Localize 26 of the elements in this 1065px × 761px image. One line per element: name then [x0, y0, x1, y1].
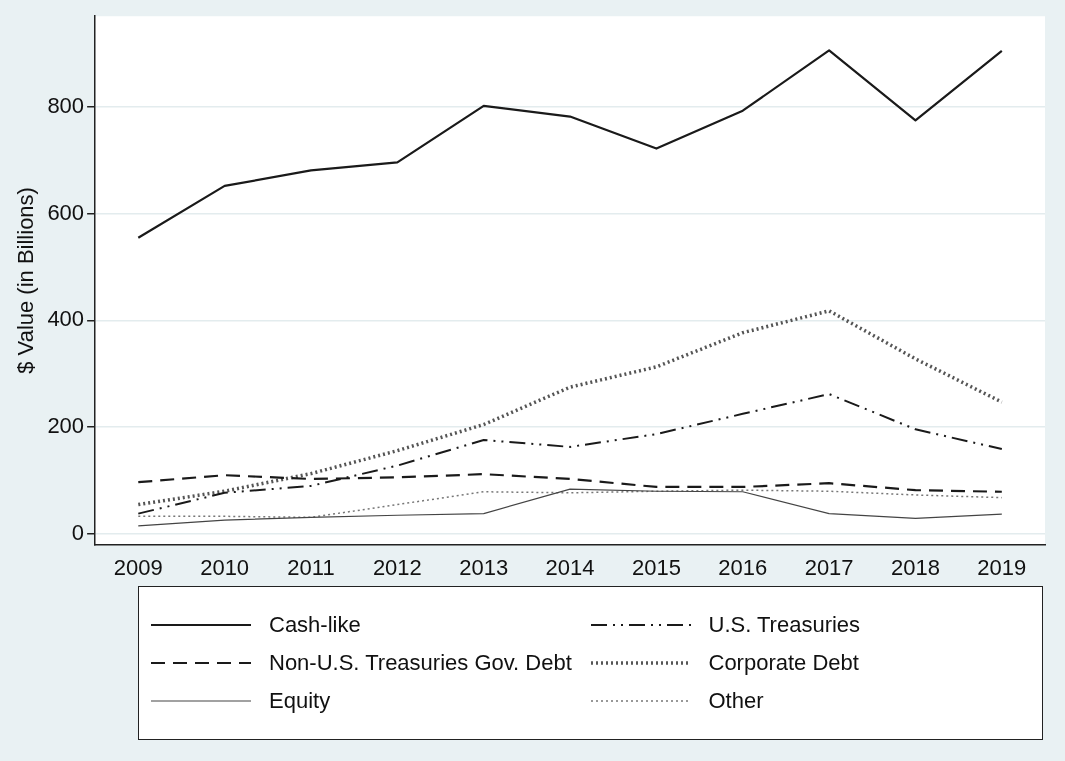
x-tick-label: 2016	[718, 554, 768, 580]
x-tick-label: 2019	[977, 554, 1027, 580]
x-tick-label: 2017	[804, 554, 854, 580]
y-axis-title: $ Value (in Billions)	[13, 187, 39, 374]
x-tick-label: 2010	[200, 554, 250, 580]
x-tick-label: 2018	[890, 554, 940, 580]
x-tick-label: 2013	[459, 554, 509, 580]
y-tick-label: 400	[47, 306, 85, 332]
x-tick-label: 2012	[372, 554, 422, 580]
x-tick-label: 2015	[631, 554, 681, 580]
legend-label: Other	[708, 688, 764, 714]
x-tick-label: 2014	[545, 554, 595, 580]
line-series	[136, 309, 1004, 507]
legend-label: Equity	[269, 688, 331, 714]
line-series	[137, 393, 1003, 515]
legend-label: U.S. Treasuries	[708, 612, 861, 638]
y-tick-label: 800	[47, 93, 85, 118]
line-series	[137, 489, 1003, 519]
legend-label: Non-U.S. Treasuries Gov. Debt	[269, 650, 572, 676]
legend-label: Cash-like	[269, 612, 361, 638]
y-tick-label: 200	[47, 413, 85, 439]
y-tick-label: 0	[71, 519, 85, 545]
x-tick-label: 2009	[113, 554, 163, 580]
x-tick-label: 2011	[287, 554, 335, 580]
y-tick-label: 600	[47, 199, 85, 225]
legend-label: Corporate Debt	[708, 650, 859, 676]
